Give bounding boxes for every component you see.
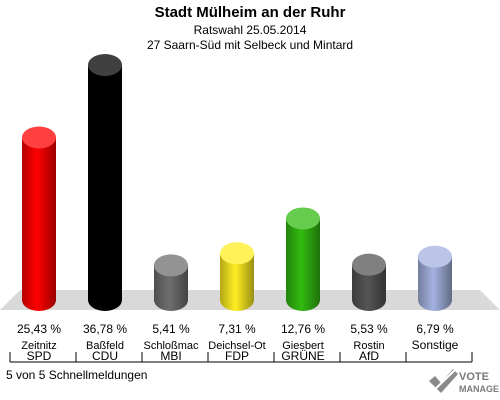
value-label: 6,79 % — [416, 322, 454, 336]
candidate-label: Schloßmac — [143, 340, 199, 352]
bar-top-fdp — [220, 242, 254, 265]
bar-top-afd — [352, 253, 386, 276]
value-label: 7,31 % — [218, 322, 256, 336]
value-label: 5,53 % — [350, 322, 388, 336]
party-label: CDU — [92, 349, 118, 363]
candidate-label: Zeitnitz — [21, 340, 56, 352]
checkmark-icon — [429, 369, 458, 395]
party-label: MBI — [160, 349, 181, 363]
party-label: SPD — [27, 349, 52, 363]
bar-top-cdu — [88, 54, 122, 76]
value-label: 12,76 % — [281, 322, 325, 336]
bar-top-sonstige — [418, 245, 452, 268]
candidate-label: Baßfeld — [86, 340, 124, 352]
party-label: AfD — [359, 349, 379, 363]
party-label: GRÜNE — [281, 349, 324, 363]
candidate-label: Giesbert — [282, 340, 324, 352]
bar-top-spd — [22, 126, 56, 149]
vote-manager-logo: VOTE MANAGER — [429, 369, 499, 395]
candidate-label: Deichsel-Ot — [208, 340, 265, 352]
value-label: 36,78 % — [83, 322, 127, 336]
chart-title: Stadt Mülheim an der Ruhr — [154, 4, 346, 21]
party-label: Sonstige — [412, 338, 459, 352]
bar-grüne — [286, 218, 320, 311]
candidate-label: Rostin — [353, 340, 384, 352]
bar-afd — [352, 264, 386, 311]
value-label: 25,43 % — [17, 322, 61, 336]
bar-sonstige — [418, 256, 452, 311]
party-label: FDP — [225, 349, 249, 363]
bar-top-grüne — [286, 207, 320, 230]
bar-fdp — [220, 253, 254, 311]
chart-subtitle-district: 27 Saarn-Süd mit Selbeck und Mintard — [146, 38, 354, 52]
value-label: 5,41 % — [152, 322, 190, 336]
bar-top-mbi — [154, 254, 188, 277]
bar-cdu — [88, 65, 122, 311]
chart-subtitle-election: Ratswahl 25.05.2014 — [193, 23, 307, 37]
bar-mbi — [154, 265, 188, 311]
logo-line-1: VOTE — [459, 371, 489, 383]
logo-line-2: MANAGER — [459, 384, 499, 394]
report-status: 5 von 5 Schnellmeldungen — [6, 368, 148, 382]
bar-spd — [22, 137, 56, 311]
